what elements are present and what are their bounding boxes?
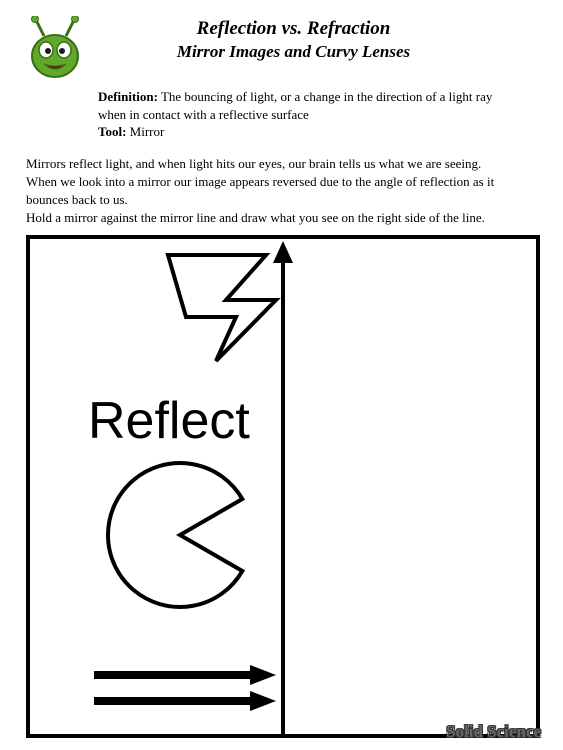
reflect-word: Reflect bbox=[88, 391, 250, 451]
tool-label: Tool: bbox=[98, 124, 126, 139]
tool-row: Tool: Mirror bbox=[98, 123, 517, 141]
tool-text: Mirror bbox=[130, 124, 165, 139]
footer-brand: Solid Science bbox=[446, 722, 541, 742]
title-line-1: Reflection vs. Refraction bbox=[90, 18, 497, 40]
double-arrow-1 bbox=[94, 665, 276, 685]
title-line-2: Mirror Images and Curvy Lenses bbox=[90, 42, 497, 62]
lightning-bolt-shape bbox=[168, 255, 276, 361]
definition-row: Definition: The bouncing of light, or a … bbox=[98, 88, 517, 123]
body-paragraph-2: When we look into a mirror our image app… bbox=[26, 173, 537, 209]
double-arrow-2 bbox=[94, 691, 276, 711]
alien-icon bbox=[26, 16, 84, 78]
definition-label: Definition: bbox=[98, 89, 158, 104]
worksheet-box: Reflect bbox=[26, 235, 540, 738]
pacman-shape bbox=[108, 463, 242, 607]
definition-text: The bouncing of light, or a change in th… bbox=[98, 89, 492, 122]
mirror-line-arrowhead bbox=[273, 241, 293, 263]
body-paragraph-3: Hold a mirror against the mirror line an… bbox=[26, 209, 537, 227]
body-paragraph-1: Mirrors reflect light, and when light hi… bbox=[26, 155, 537, 173]
